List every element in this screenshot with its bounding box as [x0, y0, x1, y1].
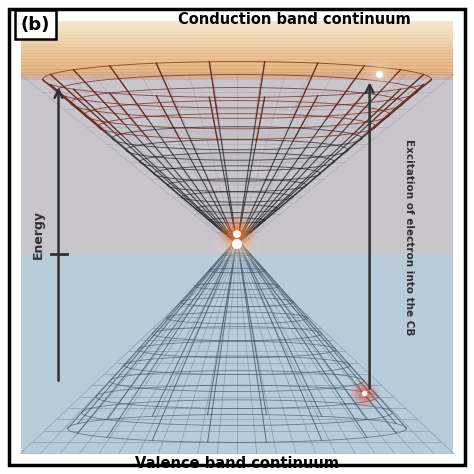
Circle shape — [232, 239, 242, 249]
Circle shape — [356, 385, 373, 401]
Circle shape — [230, 228, 244, 241]
Polygon shape — [21, 56, 453, 58]
Polygon shape — [21, 72, 453, 74]
Polygon shape — [21, 73, 453, 74]
Circle shape — [355, 383, 374, 403]
Polygon shape — [21, 62, 453, 64]
Polygon shape — [175, 178, 299, 186]
Circle shape — [223, 230, 251, 258]
Polygon shape — [21, 53, 453, 55]
Polygon shape — [21, 41, 453, 43]
Polygon shape — [151, 154, 323, 162]
Polygon shape — [21, 68, 453, 70]
Circle shape — [215, 222, 259, 266]
Text: Excitation of electron into the CB: Excitation of electron into the CB — [404, 139, 414, 335]
Polygon shape — [21, 47, 453, 49]
Circle shape — [226, 223, 248, 245]
Circle shape — [362, 391, 367, 396]
Polygon shape — [21, 36, 453, 38]
Polygon shape — [21, 43, 453, 45]
Circle shape — [234, 241, 240, 247]
Circle shape — [228, 225, 246, 243]
Circle shape — [374, 70, 384, 80]
Polygon shape — [21, 65, 453, 67]
Polygon shape — [21, 74, 453, 77]
Polygon shape — [21, 27, 453, 29]
Polygon shape — [21, 61, 453, 63]
Polygon shape — [21, 71, 453, 73]
Polygon shape — [21, 51, 453, 54]
Polygon shape — [21, 24, 453, 27]
Polygon shape — [21, 36, 453, 38]
Circle shape — [367, 62, 392, 87]
Text: (b): (b) — [21, 16, 50, 34]
Polygon shape — [21, 74, 453, 254]
Polygon shape — [21, 77, 453, 81]
Polygon shape — [21, 55, 453, 56]
Polygon shape — [21, 57, 453, 60]
Text: Conduction band continuum: Conduction band continuum — [178, 12, 411, 27]
Circle shape — [365, 60, 394, 90]
Circle shape — [363, 392, 366, 395]
Polygon shape — [21, 66, 453, 69]
Circle shape — [233, 229, 241, 238]
Polygon shape — [199, 202, 275, 210]
Polygon shape — [21, 70, 453, 72]
Circle shape — [377, 72, 382, 77]
Polygon shape — [21, 59, 453, 61]
Polygon shape — [21, 54, 453, 56]
Polygon shape — [21, 52, 453, 54]
Polygon shape — [21, 38, 453, 42]
Circle shape — [233, 230, 241, 238]
Circle shape — [353, 382, 376, 405]
Polygon shape — [21, 50, 453, 52]
Polygon shape — [127, 130, 347, 138]
Polygon shape — [21, 29, 453, 33]
Text: Valence band continuum: Valence band continuum — [135, 456, 339, 471]
Polygon shape — [21, 254, 453, 453]
Polygon shape — [21, 65, 453, 69]
Circle shape — [359, 388, 371, 400]
Circle shape — [376, 71, 383, 78]
Polygon shape — [21, 45, 453, 47]
Polygon shape — [21, 69, 453, 72]
Circle shape — [231, 238, 243, 250]
Circle shape — [372, 67, 387, 82]
Circle shape — [222, 219, 252, 249]
Circle shape — [218, 224, 256, 264]
Circle shape — [370, 64, 390, 84]
Circle shape — [219, 217, 255, 252]
Polygon shape — [21, 38, 453, 40]
Polygon shape — [21, 48, 453, 51]
Polygon shape — [21, 60, 453, 63]
Circle shape — [220, 227, 254, 261]
Circle shape — [226, 233, 248, 255]
Polygon shape — [21, 33, 453, 36]
Polygon shape — [21, 40, 453, 42]
Polygon shape — [21, 47, 453, 51]
Circle shape — [228, 236, 246, 252]
Circle shape — [361, 390, 369, 398]
Circle shape — [224, 221, 250, 247]
Text: Energy: Energy — [32, 210, 45, 258]
Polygon shape — [21, 63, 453, 65]
Polygon shape — [21, 21, 453, 74]
Polygon shape — [21, 56, 453, 60]
Circle shape — [235, 232, 239, 236]
Polygon shape — [21, 42, 453, 45]
Polygon shape — [21, 64, 453, 65]
Polygon shape — [21, 44, 453, 46]
Polygon shape — [21, 46, 453, 47]
